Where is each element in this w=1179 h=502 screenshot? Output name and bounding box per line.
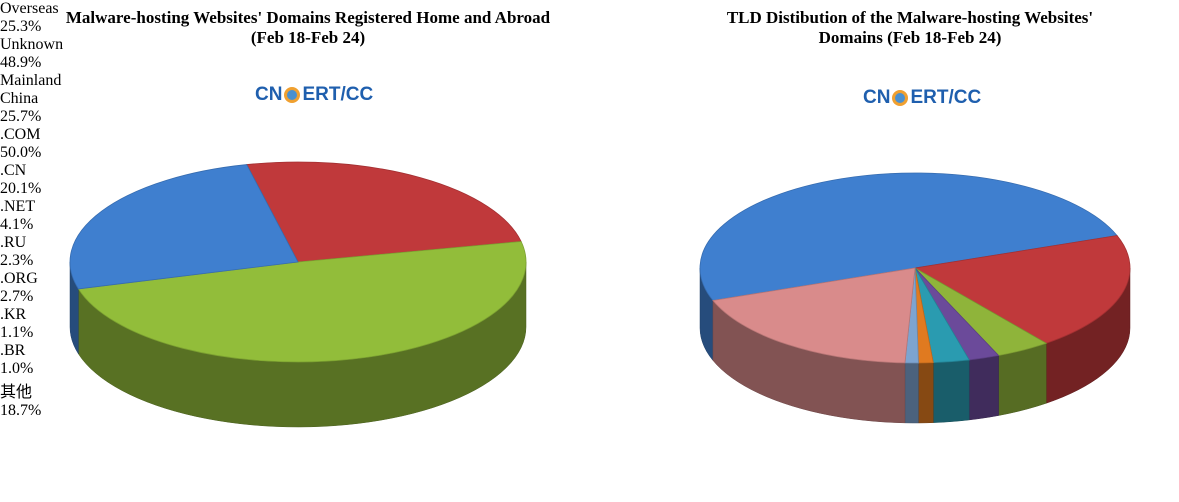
label-value: 18.7% xyxy=(0,402,42,419)
data-label: .ORG 2.7% xyxy=(0,270,1179,306)
data-label: .KR 1.1% xyxy=(0,306,1179,342)
chart-title: Malware-hosting Websites' Domains Regist… xyxy=(65,8,551,47)
data-label: .RU 2.3% xyxy=(0,234,1179,270)
label-value: 2.7% xyxy=(0,288,34,305)
logo: CN ERT/CC xyxy=(863,87,981,109)
label-name: .ORG xyxy=(0,270,38,287)
logo-text: ERT/CC xyxy=(910,87,982,108)
pie-slice xyxy=(246,161,522,263)
data-label: .NET 4.1% xyxy=(0,198,1179,234)
logo-text: CN xyxy=(255,84,283,105)
label-name: .CN xyxy=(0,162,27,179)
label-value: 1.0% xyxy=(0,360,34,377)
label-value: 20.1% xyxy=(0,180,42,197)
logo-text: CN xyxy=(863,87,891,108)
label-value: 25.7% xyxy=(0,108,42,125)
label-name: .NET xyxy=(0,198,36,215)
logo-globe xyxy=(284,87,301,103)
label-name: Mainland China xyxy=(0,72,62,107)
label-name: 其他 xyxy=(0,384,33,401)
label-name: .BR xyxy=(0,342,26,359)
pie-slice xyxy=(77,241,527,363)
label-value: 25.3% xyxy=(0,18,42,35)
label-name: .RU xyxy=(0,234,27,251)
label-value: 48.9% xyxy=(0,54,42,71)
pie-slice xyxy=(699,172,1118,301)
logo: CN ERT/CC xyxy=(255,84,373,106)
chart-title: TLD Distibution of the Malware-hosting W… xyxy=(726,8,1094,47)
pie-slice xyxy=(913,235,1131,344)
data-label: 其他 18.7% xyxy=(0,378,60,420)
pie-side xyxy=(933,359,970,423)
label-value: 4.1% xyxy=(0,216,34,233)
data-label: .BR 1.0% xyxy=(0,342,1179,378)
pie-slice xyxy=(69,164,299,290)
data-label: .CN 20.1% xyxy=(0,162,1179,198)
logo-text: ERT/CC xyxy=(302,84,374,105)
pie-side xyxy=(918,362,934,424)
data-label: Mainland China 25.7% xyxy=(0,72,100,126)
data-label: Unknown 48.9% xyxy=(0,36,1179,72)
label-value: 1.1% xyxy=(0,324,34,341)
label-name: .KR xyxy=(0,306,27,323)
pie-slice xyxy=(712,267,916,364)
data-label: .COM 50.0% xyxy=(0,126,1179,162)
logo-globe xyxy=(892,90,909,106)
label-name: .COM xyxy=(0,126,41,143)
pie-side xyxy=(904,362,919,424)
label-value: 2.3% xyxy=(0,252,34,269)
label-name: Overseas xyxy=(0,0,59,17)
pie-side xyxy=(968,355,999,421)
data-label: Overseas 25.3% xyxy=(0,0,1179,36)
label-value: 50.0% xyxy=(0,144,42,161)
label-name: Unknown xyxy=(0,36,64,53)
